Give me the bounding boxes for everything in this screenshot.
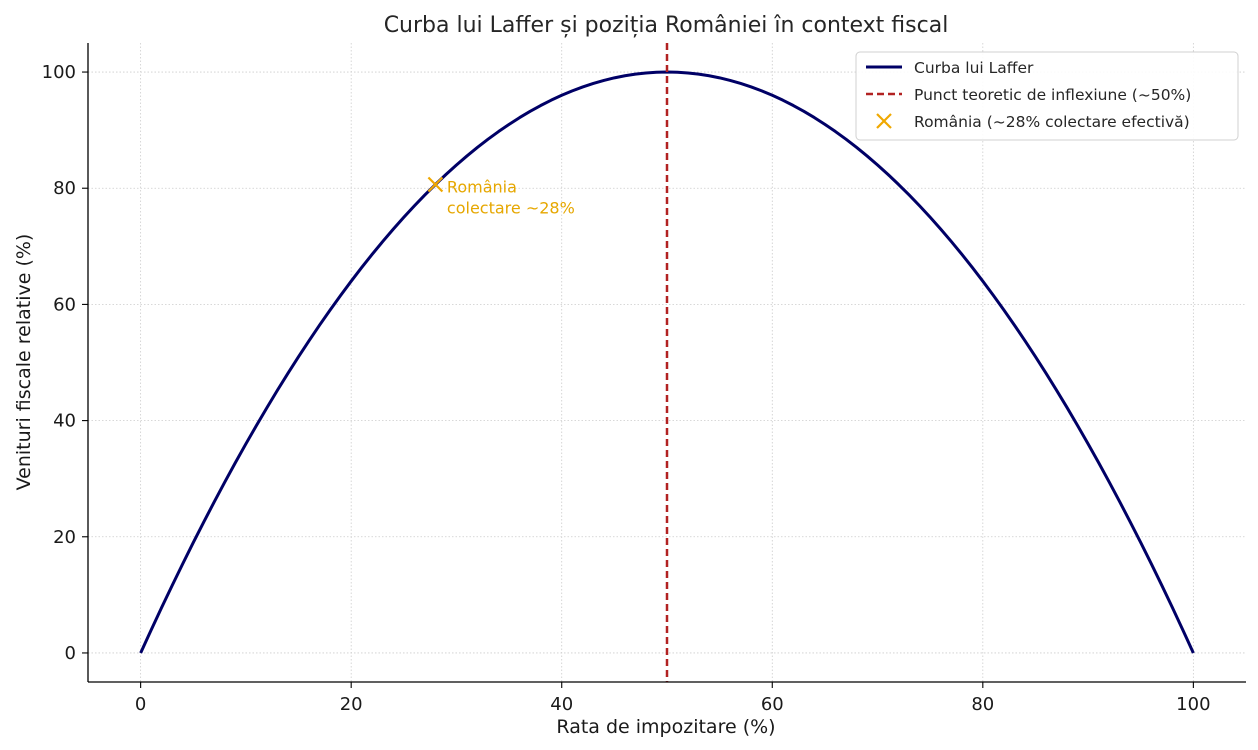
x-tick-label: 100 (1176, 694, 1210, 715)
legend-label: Punct teoretic de inflexiune (~50%) (914, 86, 1191, 104)
plot-area (139, 43, 1195, 682)
legend-label: România (~28% colectare efectivă) (914, 113, 1190, 131)
y-axis-label: Venituri fiscale relative (%) (13, 234, 35, 491)
romania-annotation-line: România (447, 178, 517, 197)
legend-box (855, 51, 1239, 141)
y-tick-label: 100 (42, 62, 76, 83)
y-tick-label: 20 (53, 527, 76, 548)
x-tick-label: 20 (340, 694, 363, 715)
annotations: România colectare ~28% (447, 178, 575, 218)
legend-swatch-marker (876, 113, 892, 129)
marker-stroke (427, 176, 444, 193)
chart-title: Curba lui Laffer și poziția României în … (384, 13, 949, 38)
legend-label: Curba lui Laffer (914, 59, 1034, 77)
x-tick-label: 0 (135, 694, 146, 715)
legend: Curba lui Laffer Punct teoretic de inflex… (855, 51, 1239, 141)
x-tick-label: 40 (550, 694, 573, 715)
y-tick-label: 80 (53, 178, 76, 199)
x-axis-label: Rata de impozitare (%) (556, 716, 775, 738)
romania-annotation-line: colectare ~28% (447, 199, 575, 218)
axes (87, 43, 1246, 683)
x-tick-label: 80 (971, 694, 994, 715)
y-tick-label: 0 (65, 643, 76, 664)
ticks: 0 20 40 60 80 100 0 20 40 60 80 100 (42, 62, 1211, 715)
series-line-laffer (139, 70, 1195, 654)
y-tick-label: 40 (53, 411, 76, 432)
y-tick-label: 60 (53, 294, 76, 315)
x-tick-label: 60 (761, 694, 784, 715)
romania-marker (427, 176, 444, 193)
